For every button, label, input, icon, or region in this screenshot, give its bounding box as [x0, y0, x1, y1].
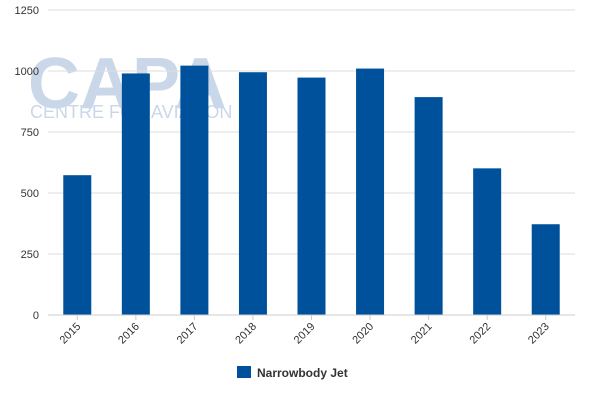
bar-2021[interactable] [414, 97, 443, 315]
bars [63, 65, 560, 315]
x-tick-label: 2021 [409, 321, 435, 347]
x-tick-label: 2019 [292, 321, 318, 347]
bar-2016[interactable] [121, 73, 150, 315]
y-tick-label: 750 [21, 127, 39, 139]
y-tick-label: 250 [21, 249, 39, 261]
y-tick-label: 500 [21, 188, 39, 200]
x-tick-label: 2023 [526, 321, 552, 347]
x-axis: 2015 2016 2017 2018 2019 2020 2021 2022 2023 [48, 314, 575, 347]
y-axis: 0 250 500 750 1000 1250 [15, 5, 39, 322]
x-tick-label: 2020 [350, 321, 376, 347]
y-tick-label: 0 [33, 310, 39, 322]
bar-2023[interactable] [531, 224, 560, 315]
y-tick-label: 1250 [15, 5, 39, 17]
y-tick-label: 1000 [15, 66, 39, 78]
legend-swatch[interactable] [237, 366, 251, 378]
x-tick-label: 2016 [116, 321, 142, 347]
legend-label[interactable]: Narrowbody Jet [257, 366, 348, 380]
x-tick-label: 2015 [58, 321, 84, 347]
bar-2015[interactable] [63, 175, 92, 315]
x-tick-label: 2022 [467, 321, 493, 347]
bar-2019[interactable] [297, 77, 326, 315]
bar-2022[interactable] [473, 168, 502, 315]
x-tick-label: 2017 [175, 321, 201, 347]
x-tick-label: 2018 [233, 321, 259, 347]
bar-2018[interactable] [238, 72, 267, 315]
bar-2020[interactable] [356, 68, 385, 315]
legend[interactable]: Narrowbody Jet [237, 366, 348, 380]
bar-2017[interactable] [180, 65, 209, 315]
